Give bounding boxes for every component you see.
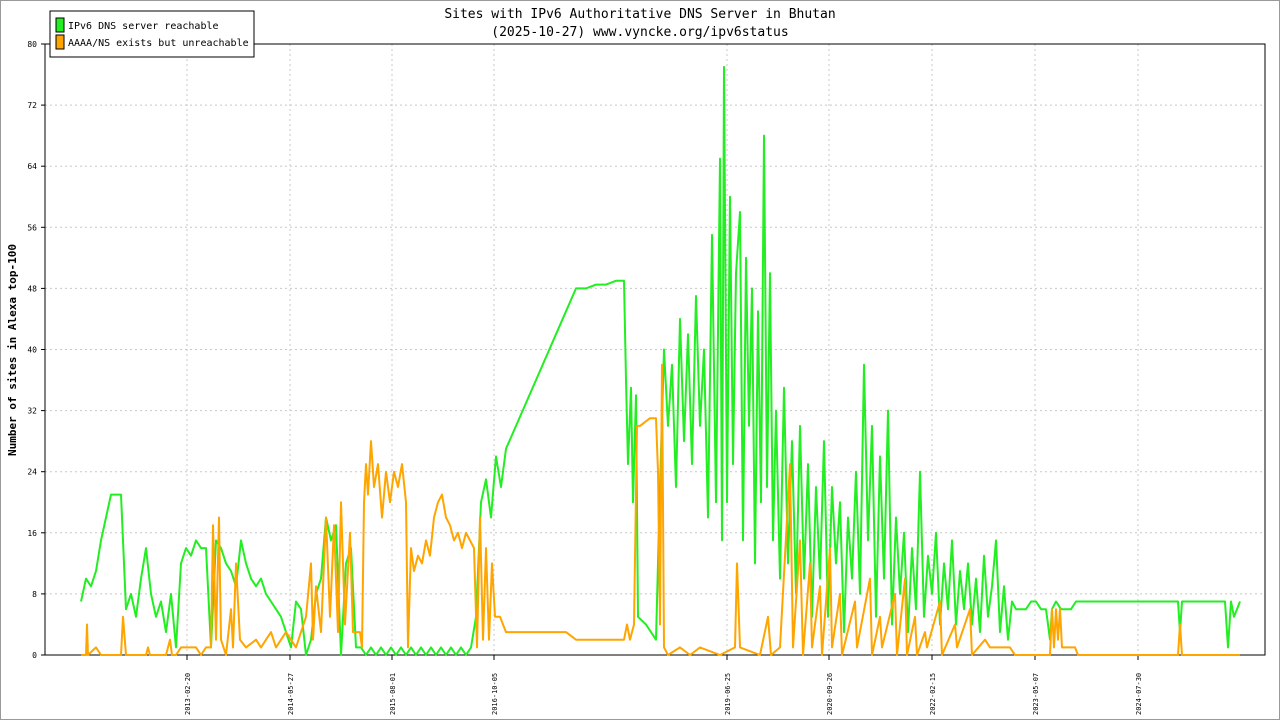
y-tick-label: 64 xyxy=(27,162,37,171)
y-tick-label: 80 xyxy=(27,40,37,49)
y-axis-label: Number of sites in Alexa top-100 xyxy=(6,244,19,456)
chart-subtitle: (2025-10-27) www.vyncke.org/ipv6status xyxy=(491,25,788,40)
y-tick-label: 48 xyxy=(27,284,37,293)
x-tick-label: 2015-08-01 xyxy=(389,673,397,715)
x-tick-label: 2019-06-25 xyxy=(724,673,732,715)
x-tick-label: 2014-05-27 xyxy=(287,673,295,715)
y-tick-label: 72 xyxy=(27,101,37,110)
y-tick-label: 24 xyxy=(27,468,37,477)
legend-swatch xyxy=(55,34,65,50)
y-tick-label: 16 xyxy=(27,529,37,538)
legend-box xyxy=(49,10,255,58)
x-tick-label: 2013-02-20 xyxy=(184,673,192,715)
y-tick-label: 56 xyxy=(27,223,37,232)
y-tick-label: 8 xyxy=(32,590,37,599)
y-tick-label: 0 xyxy=(32,651,37,660)
y-tick-label: 32 xyxy=(27,407,37,416)
plot-border xyxy=(44,43,1266,656)
x-tick-label: 2016-10-05 xyxy=(491,673,499,715)
x-tick-label: 2023-05-07 xyxy=(1032,673,1040,715)
legend-label: AAAA/NS exists but unreachable xyxy=(68,38,249,49)
y-tick-label: 40 xyxy=(27,346,37,355)
series-line xyxy=(80,65,1241,656)
legend-label: IPv6 DNS server reachable xyxy=(68,21,219,32)
chart-title: Sites with IPv6 Authoritative DNS Server… xyxy=(444,7,835,22)
x-tick-label: 2022-02-15 xyxy=(929,673,937,715)
legend-swatch xyxy=(55,17,65,33)
x-tick-label: 2020-09-26 xyxy=(826,673,834,715)
series-line xyxy=(81,363,1240,656)
x-tick-label: 2024-07-30 xyxy=(1135,673,1143,715)
